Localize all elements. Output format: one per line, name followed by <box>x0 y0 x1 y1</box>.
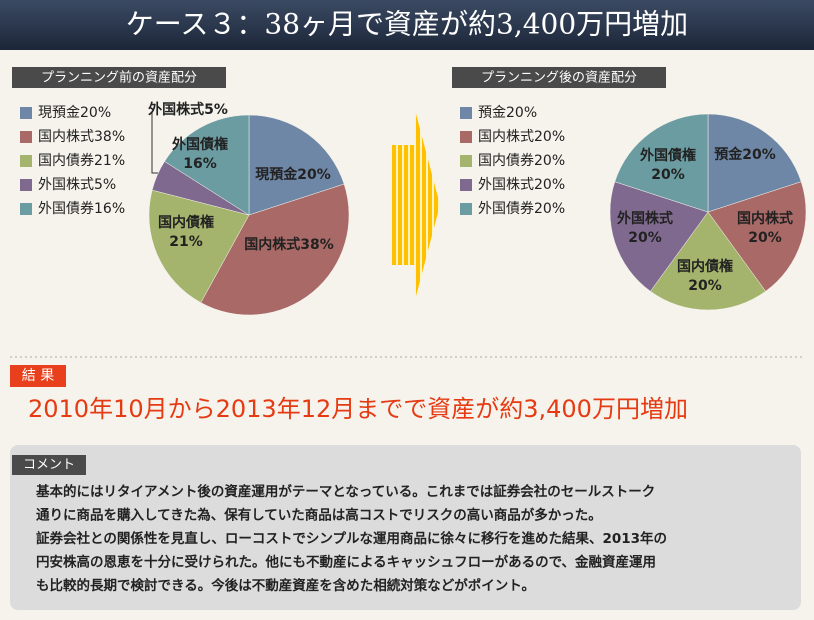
pie-slice <box>707 113 802 213</box>
section-label-box <box>12 67 226 88</box>
slice-label-value: 38% <box>300 237 334 253</box>
legend-swatch <box>460 155 472 167</box>
slice-label-name: 外国債権 <box>172 136 228 153</box>
slice-label-name: 外国株式 <box>148 101 204 118</box>
slice-label-name: 国内債権 <box>677 258 733 275</box>
slice-label-name: 現預金 <box>255 166 298 183</box>
legend-name: 国内株式 <box>38 129 94 145</box>
slice-label-value: 20% <box>297 167 331 183</box>
legend-swatch <box>460 203 472 215</box>
comment-box <box>10 445 801 610</box>
slice-label-name: 国内株式 <box>737 210 793 227</box>
header-bar <box>0 0 814 50</box>
comment-line: 基本的にはリタイアメント後の資産運用がテーマとなっている。これまでは証券会社のセ… <box>36 483 655 500</box>
legend-value: 20% <box>80 105 111 121</box>
slice-label-name: 外国株式 <box>617 210 673 227</box>
header-title: ケース３：38ヶ月で資産が約3,400万円増加 <box>126 8 688 41</box>
slice-label-value: 20% <box>748 230 782 246</box>
legend-value: 20% <box>534 177 565 193</box>
slice-label: 外国株式5% <box>148 101 228 118</box>
slice-label: 預金20% <box>714 146 776 163</box>
legend-value: 38% <box>94 129 125 145</box>
result-label: 結 果 <box>22 368 54 384</box>
legend-name: 国内債券 <box>478 153 534 169</box>
legend-swatch <box>460 179 472 191</box>
section-label-box <box>452 67 666 88</box>
section-label: プランニング後の資産配分 <box>481 70 637 86</box>
slice-label: 現預金20% <box>255 166 331 183</box>
slice-label-value: 20% <box>651 167 685 183</box>
legend-name: 国内株式 <box>478 129 534 145</box>
legend-entry: 国内債券20% <box>478 153 565 169</box>
legend-swatch <box>20 131 32 143</box>
legend-name: 外国株式 <box>478 177 534 193</box>
pie-slice <box>707 181 807 292</box>
legend-entry: 外国株式5% <box>38 177 116 193</box>
legend-swatch <box>460 107 472 119</box>
legend-swatch <box>20 203 32 215</box>
legend-swatch <box>20 179 32 191</box>
legend-swatch <box>20 107 32 119</box>
legend-name: 国内債券 <box>38 153 94 169</box>
slice-label-value: 20% <box>688 278 722 294</box>
pie-slice <box>164 114 250 216</box>
slice-label-value: 20% <box>628 230 662 246</box>
legend-value: 5% <box>94 177 116 193</box>
pie-slice <box>609 181 709 292</box>
comment-label: コメント <box>23 458 75 473</box>
legend-entry: 国内株式20% <box>478 129 565 145</box>
slice-label-name: 預金 <box>714 146 743 163</box>
legend-name: 現預金 <box>38 105 80 121</box>
legend-entry: 外国債券20% <box>478 201 565 217</box>
legend-entry: 預金20% <box>478 105 537 121</box>
legend-entry: 国内債券21% <box>38 153 125 169</box>
legend-entry: 現預金20% <box>38 105 111 121</box>
slice-label-name: 国内株式 <box>244 236 300 253</box>
slice-label-value: 21% <box>169 234 203 250</box>
comment-line: 円安株高の恩恵を十分に受けられた。他にも不動産によるキャッシュフローがあるので、… <box>36 554 656 571</box>
pie-slice <box>614 113 709 213</box>
legend-entry: 外国債券16% <box>38 201 125 217</box>
comment-label-box <box>12 455 86 475</box>
slice-label-name: 外国債権 <box>640 147 696 164</box>
pie-slice <box>200 183 350 316</box>
legend-value: 20% <box>534 201 565 217</box>
result-text: 2010年10月から2013年12月までで資産が約3,400万円増加 <box>28 395 688 423</box>
comment-line: 証券会社との関係性を見直し、ローコストでシンプルな運用商品に徐々に移行を進めた結… <box>36 530 667 547</box>
legend-name: 外国債券 <box>478 201 534 217</box>
slice-label: 国内株式38% <box>244 236 334 253</box>
section-label: プランニング前の資産配分 <box>41 70 197 86</box>
comment-line: も比較的長期で検討できる。今後は不動産資産を含めた相続対策などがポイント。 <box>36 577 535 594</box>
legend-value: 20% <box>534 129 565 145</box>
arrow <box>392 110 440 300</box>
legend-swatch <box>20 155 32 167</box>
legend-value: 21% <box>94 153 125 169</box>
legend-swatch <box>460 131 472 143</box>
legend-name: 外国債券 <box>38 201 94 217</box>
legend-name: 外国株式 <box>38 177 94 193</box>
slice-label-value: 5% <box>204 102 228 118</box>
pie-slice <box>148 189 250 303</box>
result-label-box <box>10 365 66 387</box>
slice-label-name: 国内債権 <box>158 214 214 231</box>
legend-value: 20% <box>534 153 565 169</box>
slice-label-value: 20% <box>742 147 776 163</box>
pie-slice <box>650 211 766 311</box>
comment-line: 通りに商品を購入してきた為、保有していた商品は高コストでリスクの高い商品が多かっ… <box>36 507 602 524</box>
pie-slice <box>248 114 345 216</box>
slice-label-value: 16% <box>183 156 217 172</box>
legend-name: 預金 <box>478 105 506 121</box>
comment-text: 基本的にはリタイアメント後の資産運用がテーマとなっている。これまでは証券会社のセ… <box>36 483 667 594</box>
legend-value: 16% <box>94 201 125 217</box>
legend-entry: 国内株式38% <box>38 129 125 145</box>
legend-value: 20% <box>506 105 537 121</box>
legend-entry: 外国株式20% <box>478 177 565 193</box>
